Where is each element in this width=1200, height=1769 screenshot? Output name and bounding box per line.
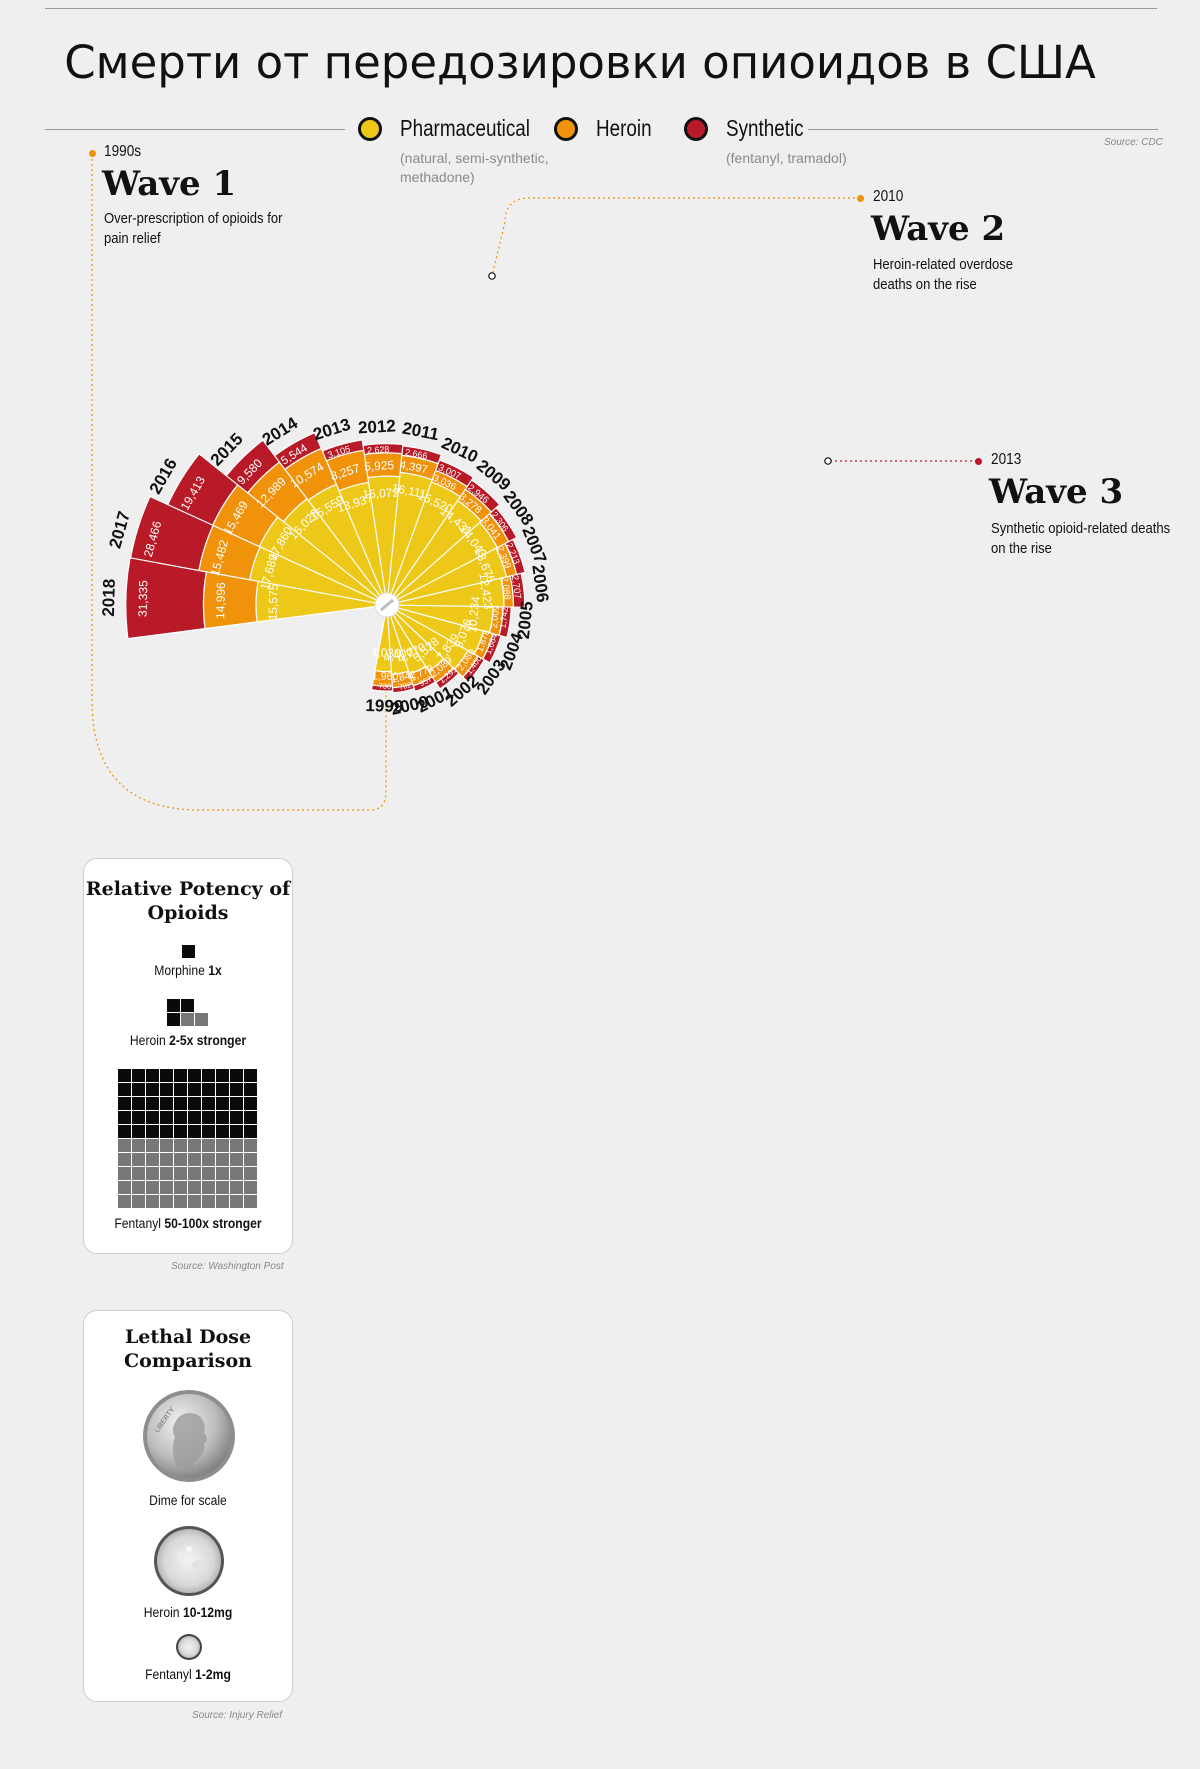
value-label-2011-heroin: 4,397 bbox=[399, 459, 429, 476]
source-washington-post: Source: Washington Post bbox=[171, 1261, 284, 1272]
year-label-2006: 2006 bbox=[528, 563, 552, 603]
potency-title: Relative Potency of Opioids bbox=[85, 878, 291, 924]
value-label-2018-pharmaceutical: 15,575 bbox=[266, 583, 281, 620]
value-label-1999-synthetic: 730 bbox=[379, 681, 392, 690]
year-label-2007: 2007 bbox=[518, 524, 550, 566]
bar-2018-synthetic bbox=[125, 557, 208, 640]
value-label-2011-pharmaceutical: 16,111 bbox=[391, 481, 428, 501]
wave-connector-anchor bbox=[824, 457, 832, 465]
year-label-2005: 2005 bbox=[514, 600, 537, 640]
year-label-1999: 1999 bbox=[365, 696, 403, 716]
value-label-2000-synthetic: 782 bbox=[398, 680, 412, 692]
top-rule bbox=[45, 8, 1157, 9]
chart-center bbox=[374, 592, 400, 618]
value-label-2000-pharmaceutical: 4,400 bbox=[382, 644, 415, 664]
legend-swatch-heroin bbox=[554, 117, 578, 141]
morphine-icon bbox=[182, 945, 195, 958]
value-label-2012-heroin: 5,925 bbox=[364, 458, 395, 474]
heroin-dose-icon bbox=[154, 1526, 224, 1596]
fentanyl-dose-icon bbox=[176, 1634, 202, 1660]
potency-card: Relative Potency of Opioids Morphine 1x … bbox=[83, 858, 293, 1254]
legend-rule-right bbox=[808, 129, 1158, 130]
wave-2-title: Wave 2 bbox=[871, 209, 1006, 249]
potency-heroin-caption: Heroin 2-5x stronger bbox=[129, 1033, 247, 1048]
legend-swatch-pharmaceutical bbox=[358, 117, 382, 141]
value-label-2018-synthetic: 31,335 bbox=[136, 580, 151, 617]
wave-2-dot bbox=[857, 195, 864, 202]
potency-fentanyl-caption: Fentanyl 50-100x stronger bbox=[114, 1216, 262, 1231]
chart-bars bbox=[125, 431, 526, 694]
source-cdc: Source: CDC bbox=[1104, 137, 1163, 148]
wave-2-period: 2010 bbox=[873, 188, 904, 205]
heroin-potency-icon bbox=[167, 999, 208, 1026]
year-label-2013: 2013 bbox=[311, 415, 353, 444]
potency-morphine-caption: Morphine 1x bbox=[154, 963, 222, 978]
wave-connector-anchor bbox=[488, 272, 496, 280]
lethal-title: Lethal Dose Comparison bbox=[124, 1326, 252, 1372]
wave-1-title: Wave 1 bbox=[102, 164, 237, 204]
value-label-2005-synthetic: 1,742 bbox=[498, 606, 510, 629]
heroin-dose-caption: Heroin 10-12mg bbox=[143, 1605, 233, 1620]
fentanyl-dose-caption: Fentanyl 1-2mg bbox=[145, 1667, 231, 1682]
legend-label-heroin: Heroin bbox=[596, 115, 652, 141]
year-label-2012: 2012 bbox=[358, 416, 397, 437]
value-label-2006-heroin: 2,088 bbox=[500, 576, 513, 600]
legend-swatch-synthetic bbox=[684, 117, 708, 141]
source-injury-relief: Source: Injury Relief bbox=[192, 1710, 283, 1721]
wave-3-dot bbox=[975, 458, 982, 465]
lethal-dose-card: Lethal Dose Comparison LIBERTY Dime for … bbox=[83, 1310, 293, 1702]
legend-sub-synthetic: (fentanyl, tramadol) bbox=[726, 150, 847, 166]
legend-label-synthetic: Synthetic bbox=[726, 115, 804, 141]
value-label-2011-synthetic: 2,666 bbox=[404, 447, 428, 461]
value-label-2012-synthetic: 2,628 bbox=[367, 444, 390, 455]
wave-3-desc: Synthetic opioid-related deaths on the r… bbox=[991, 521, 1171, 557]
chart-hub-mark bbox=[380, 598, 394, 612]
legend-sub-pharmaceutical: (natural, semi-synthetic, methadone) bbox=[400, 150, 549, 185]
value-label-1999-pharmaceutical: 4,030 bbox=[371, 645, 402, 660]
value-label-2005-pharmaceutical: 10,234 bbox=[465, 595, 483, 633]
year-label-2017: 2017 bbox=[105, 509, 134, 551]
wave-1-desc: Over-prescription of opioids for pain re… bbox=[104, 211, 283, 247]
bar-2018-heroin bbox=[202, 571, 259, 630]
value-label-2012-pharmaceutical: 15,072 bbox=[362, 485, 400, 501]
value-label-2006-pharmaceutical: 12,423 bbox=[476, 572, 495, 611]
legend-rule-left bbox=[45, 129, 345, 130]
value-label-2018-heroin: 14,996 bbox=[213, 582, 228, 619]
year-label-2011: 2011 bbox=[401, 419, 441, 445]
value-label-2005-heroin: 2,009 bbox=[489, 605, 501, 629]
wave-1-dot bbox=[89, 150, 96, 157]
wave-3-title: Wave 3 bbox=[989, 472, 1124, 512]
fentanyl-potency-icon bbox=[118, 1069, 257, 1208]
wave-connector bbox=[491, 197, 860, 277]
legend-label-pharmaceutical: Pharmaceutical bbox=[400, 115, 530, 141]
wave-3-period: 2013 bbox=[991, 451, 1022, 468]
wave-1-period: 1990s bbox=[104, 143, 142, 160]
value-label-1999-heroin: 1,960 bbox=[372, 670, 399, 683]
dime-caption: Dime for scale bbox=[149, 1493, 227, 1508]
dime-icon: LIBERTY bbox=[143, 1390, 235, 1482]
value-label-2006-synthetic: 2,707 bbox=[509, 574, 523, 599]
wave-2-desc: Heroin-related overdose deaths on the ri… bbox=[873, 257, 1014, 293]
page-title: Смерти от передозировки опиоидов в США bbox=[64, 36, 1096, 89]
year-label-2018: 2018 bbox=[99, 579, 119, 617]
wave-connector bbox=[91, 154, 387, 811]
